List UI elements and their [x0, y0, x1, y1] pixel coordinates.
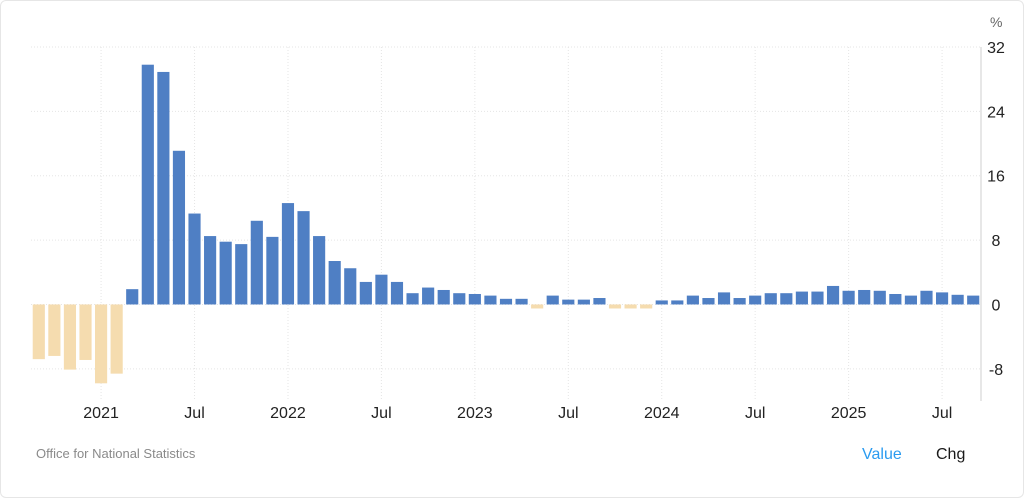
bar [63, 304, 77, 370]
y-tick-label: 0 [992, 297, 1001, 314]
bar [437, 289, 450, 305]
bar [95, 304, 108, 384]
bar [640, 304, 653, 309]
y-tick-label: 32 [987, 40, 1005, 57]
x-tick-label: Jul [558, 405, 578, 422]
bar [546, 295, 559, 305]
bar [266, 236, 279, 305]
bar [359, 281, 372, 305]
y-tick-label: 24 [987, 104, 1005, 121]
bar [141, 64, 154, 305]
bar [593, 298, 606, 305]
bar [484, 295, 497, 305]
bar [157, 71, 170, 305]
x-tick-label: 2022 [270, 405, 306, 422]
bar [577, 299, 590, 305]
x-tick-label: Jul [371, 405, 391, 422]
bar [250, 220, 263, 305]
bar [328, 261, 341, 305]
bar-chart: 32 24 16 8 0 -8 2021 Jul 2022 Jul 2023 Jul 2024 Jul 20… [31, 40, 1005, 422]
bar [110, 304, 123, 374]
y-tick-label: 8 [992, 233, 1001, 250]
bar [655, 300, 668, 305]
bar [375, 274, 388, 305]
x-tick-label: Jul [932, 405, 952, 422]
bar [313, 236, 326, 305]
bar [422, 287, 435, 305]
bar [935, 292, 949, 305]
x-tick-label: 2024 [644, 405, 680, 422]
source-label: Office for National Statistics [36, 446, 196, 461]
bar [499, 298, 513, 305]
bar [79, 304, 92, 360]
bar [967, 295, 980, 305]
bar [48, 304, 61, 356]
bar [235, 244, 248, 305]
bar [344, 268, 357, 305]
bar [204, 236, 217, 305]
bar [749, 295, 762, 305]
bar [920, 290, 933, 305]
bar [390, 281, 404, 305]
y-tick-label: -8 [989, 362, 1003, 379]
bar [733, 298, 746, 305]
bar [608, 304, 622, 309]
bar [172, 150, 186, 305]
bar [188, 213, 201, 305]
y-tick-label: 16 [987, 169, 1005, 186]
x-tick-label: 2023 [457, 405, 493, 422]
bar [702, 298, 715, 305]
bar [126, 289, 139, 305]
bar [453, 293, 466, 305]
chg-toggle[interactable]: Chg [936, 446, 966, 463]
bar [406, 293, 419, 305]
bar [671, 300, 684, 305]
bar [764, 293, 777, 305]
bar [531, 304, 544, 309]
bar [281, 203, 295, 305]
bar [889, 293, 902, 305]
bar [858, 289, 871, 305]
bar [686, 295, 699, 305]
bar [873, 290, 886, 305]
bar [795, 291, 808, 305]
bar [624, 304, 637, 309]
bar [468, 293, 481, 305]
x-tick-label: Jul [184, 405, 204, 422]
bar [717, 292, 731, 305]
bar [32, 304, 45, 360]
bar [951, 294, 964, 305]
x-tick-label: Jul [745, 405, 765, 422]
bar [515, 298, 528, 305]
x-tick-label: 2021 [83, 405, 119, 422]
bar [562, 299, 575, 305]
bar [842, 290, 855, 305]
x-tick-label: 2025 [831, 405, 867, 422]
bar [219, 241, 232, 305]
bar [811, 291, 824, 305]
bar [297, 211, 310, 305]
unit-label: % [990, 14, 1003, 30]
bar [826, 285, 840, 305]
value-toggle[interactable]: Value [862, 446, 902, 463]
bar [780, 293, 793, 305]
bar [904, 295, 917, 305]
